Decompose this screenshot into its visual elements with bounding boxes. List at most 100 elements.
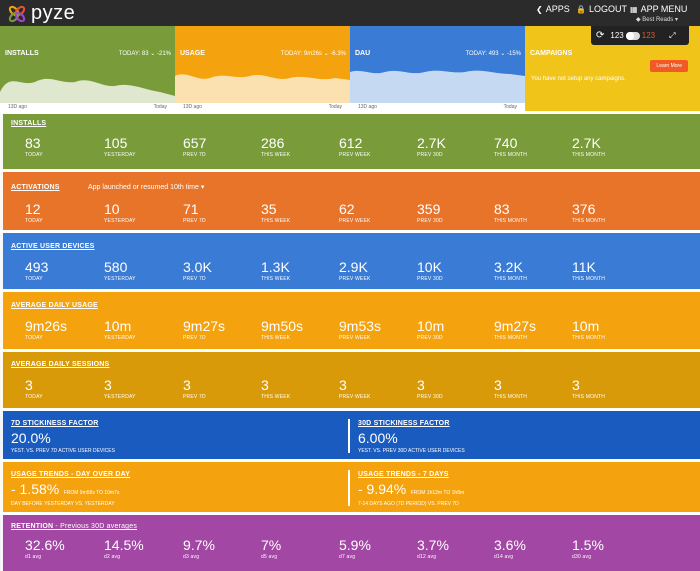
stat-label: PREV WEEK xyxy=(339,394,371,400)
installs-panel[interactable]: INSTALLS TODAY: 83 ⌄ -21% 13D ago Today xyxy=(0,26,175,111)
section-title: AVERAGE DAILY SESSIONS xyxy=(11,361,110,368)
stat: 10m YESTERDAY xyxy=(104,319,182,342)
chevron-down-icon: ⌄ xyxy=(500,51,506,57)
stat: 10K PREV 30D xyxy=(417,260,495,283)
app-menu-link[interactable]: ▦ APP MENU xyxy=(630,4,688,14)
stat: 83 TODAY xyxy=(25,135,103,159)
stat-label: PREV 30D xyxy=(417,335,443,341)
stat: 740 THIS MONTH xyxy=(494,136,572,159)
campaign-message: You have not setup any campaigns. xyxy=(531,76,626,82)
top-bar: pyze ❮ APPS 🔒 LOGOUT ▦ APP MENU ◆ Best Read… xyxy=(0,0,700,26)
refresh-icon[interactable]: ⟳ xyxy=(596,30,605,41)
stat-label: d3 avg xyxy=(183,554,200,560)
stat-label: YESTERDAY xyxy=(104,152,136,158)
stat: 12 TODAY xyxy=(25,202,103,225)
stat-label: THIS WEEK xyxy=(261,276,291,282)
stat: 10m THIS MONTH xyxy=(572,319,650,342)
stat-label: THIS MONTH xyxy=(572,394,606,400)
stat-value: 3.7% xyxy=(417,537,449,553)
stat-value: 14.5% xyxy=(104,537,144,553)
stat: 3 PREV WEEK xyxy=(339,378,417,401)
stat-label: PREV 30D xyxy=(417,276,443,282)
stat-value: 83 xyxy=(25,135,41,151)
stat: 1.5% d30 avg xyxy=(572,538,650,561)
stat: 11K THIS MONTH xyxy=(572,259,650,283)
stat: 3 YESTERDAY xyxy=(104,377,182,401)
stat: 83 THIS MONTH xyxy=(494,202,572,225)
logout-link[interactable]: 🔒 LOGOUT xyxy=(576,4,627,14)
stat: 657 PREV 7D xyxy=(183,136,261,159)
stat-label: THIS MONTH xyxy=(572,218,606,224)
stat: 286 THIS WEEK xyxy=(261,135,339,159)
stat-label: THIS MONTH xyxy=(572,276,606,282)
learn-more-button[interactable]: Learn More xyxy=(650,60,688,72)
stat-value: 10m xyxy=(417,318,445,334)
trends-section: USAGE TRENDS - DAY OVER DAY - 1.58% FROM… xyxy=(0,462,700,512)
stat-label: d12 avg xyxy=(417,554,437,560)
stat: 3 THIS WEEK xyxy=(261,378,339,401)
stat: 5.9% d7 avg xyxy=(339,538,417,561)
stat-label: THIS MONTH xyxy=(572,335,606,341)
stat: 3.6% d14 avg xyxy=(494,538,572,561)
pyze-logo[interactable]: pyze xyxy=(6,2,75,25)
stat: 10m PREV 30D xyxy=(417,318,495,342)
stat: 3.2K THIS MONTH xyxy=(494,260,572,283)
stat-label: YESTERDAY xyxy=(104,218,136,224)
stat-label: THIS WEEK xyxy=(261,218,291,224)
stat: 2.7K THIS MONTH xyxy=(572,135,650,159)
apps-link[interactable]: ❮ APPS xyxy=(536,4,570,14)
section-title: AVERAGE DAILY USAGE xyxy=(11,302,98,309)
section-title: INSTALLS xyxy=(11,120,47,127)
stat-label: PREV WEEK xyxy=(339,218,371,224)
stat-value: 9m53s xyxy=(339,318,382,334)
stat-label: THIS MONTH xyxy=(494,335,528,341)
stat-label: TODAY xyxy=(25,394,43,400)
lock-icon: 🔒 xyxy=(576,4,586,14)
dau-sparkline xyxy=(350,70,525,107)
stat-value: 9m27s xyxy=(494,318,537,334)
stat: 9.7% d3 avg xyxy=(183,538,261,561)
stat-label: PREV WEEK xyxy=(339,152,371,158)
stat-value: 3 xyxy=(417,377,425,393)
stat-label: PREV 30D xyxy=(417,218,443,224)
stickiness-30d-title: 30D STICKINESS FACTOR xyxy=(358,420,450,427)
stat: 14.5% d2 avg xyxy=(104,537,182,561)
stat-value: 11K xyxy=(572,259,596,275)
expand-icon[interactable]: ⤢ xyxy=(669,30,676,40)
logo-text: pyze xyxy=(31,2,76,24)
stat-label: d7 avg xyxy=(339,554,356,560)
trend-week: - 9.94% FROM 1h12m TO 1h8m 7-14 DAYS AGO … xyxy=(358,481,465,507)
stat-value: 9m50s xyxy=(261,318,304,334)
stat-value: 2.7K xyxy=(572,135,601,151)
panel-title: DAU xyxy=(355,50,371,57)
stat: 3 PREV 30D xyxy=(417,377,495,401)
stat: 9m50s THIS WEEK xyxy=(261,318,339,342)
stat-value: 3 xyxy=(104,377,112,393)
stat-label: THIS WEEK xyxy=(261,335,291,341)
panel-title: INSTALLS xyxy=(5,50,39,57)
stat-value: 376 xyxy=(572,201,596,217)
stat-value: 35 xyxy=(261,201,277,217)
stat-label: TODAY xyxy=(25,276,43,282)
stat: 105 YESTERDAY xyxy=(104,136,182,159)
stat-value: 9m27s xyxy=(183,318,226,334)
stat: 3.7% d12 avg xyxy=(417,537,495,561)
stat-value: 3 xyxy=(494,377,502,393)
stickiness-section: 7D STICKINESS FACTOR 20.0% YEST. VS. PREV… xyxy=(0,411,700,459)
stat: 71 PREV 7D xyxy=(183,201,261,225)
stat-value: 286 xyxy=(261,135,285,151)
toggle-switch[interactable] xyxy=(625,31,640,40)
stat-label: PREV WEEK xyxy=(339,335,371,341)
app-selector[interactable]: ◆ Best Reads ▾ xyxy=(636,17,678,23)
installs-sparkline xyxy=(0,78,175,107)
chevron-down-icon: ⌄ xyxy=(323,51,329,57)
stat-label: PREV 7D xyxy=(183,152,206,158)
stat: 376 THIS MONTH xyxy=(572,201,650,225)
dau-panel[interactable]: DAU TODAY: 493 ⌄ -15% 13D ago Today xyxy=(350,26,525,111)
panel-title: CAMPAIGNS xyxy=(530,50,573,57)
stat-value: 71 xyxy=(183,201,199,217)
activation-filter[interactable]: App launched or resumed 10th time ▾ xyxy=(88,184,205,191)
usage-panel[interactable]: USAGE TODAY: 9m26s ⌄ -6.3% 13D ago Today xyxy=(175,26,350,111)
installs-section: INSTALLS 83 TODAY 105 YESTERDAY 657 PREV 7D 28… xyxy=(0,114,700,169)
panel-title: USAGE xyxy=(180,50,205,57)
